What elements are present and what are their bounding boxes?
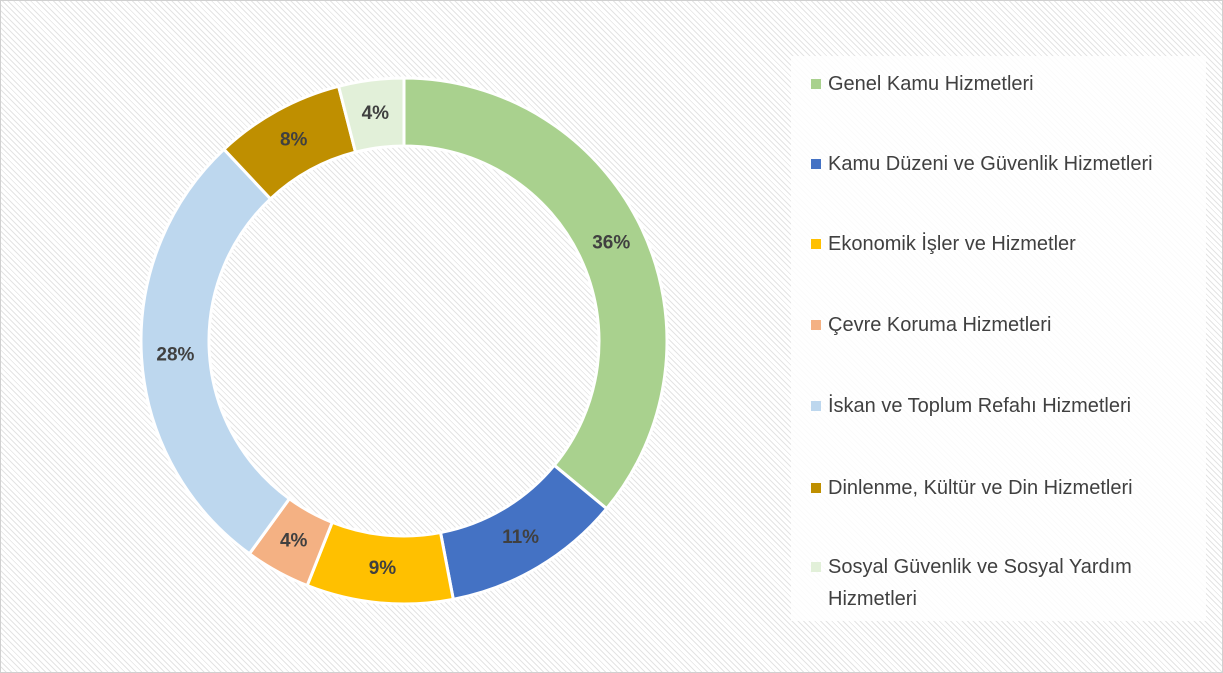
legend-swatch (811, 483, 821, 493)
legend-label: Sosyal Güvenlik ve Sosyal Yardım Hizmetl… (828, 556, 1132, 610)
legend-label: Genel Kamu Hizmetleri (828, 73, 1034, 95)
data-label: 4% (362, 103, 390, 124)
legend-label: Kamu Düzeni ve Güvenlik Hizmetleri (828, 153, 1153, 175)
legend: Genel Kamu Hizmetleri Kamu Düzeni ve Güve… (791, 56, 1206, 621)
legend-swatch (811, 159, 821, 169)
legend-entry: Genel Kamu Hizmetleri (811, 68, 1206, 100)
data-label: 28% (156, 344, 194, 365)
legend-label: Çevre Koruma Hizmetleri (828, 314, 1052, 336)
legend-entry: Kamu Düzeni ve Güvenlik Hizmetleri (811, 148, 1206, 180)
legend-entry: İskan ve Toplum Refahı Hizmetleri (811, 390, 1206, 422)
data-label: 11% (502, 527, 539, 548)
donut-slice (336, 76, 406, 154)
legend-label: İskan ve Toplum Refahı Hizmetleri (828, 395, 1132, 417)
legend-label: Ekonomik İşler ve Hizmetler (828, 233, 1076, 255)
legend-swatch (811, 562, 821, 572)
data-label: 9% (369, 558, 397, 579)
legend-swatch (811, 320, 821, 330)
legend-entry: Çevre Koruma Hizmetleri (811, 309, 1206, 341)
donut-slice (402, 76, 669, 511)
legend-entry: Dinlenme, Kültür ve Din Hizmetleri (811, 472, 1206, 504)
data-label: 4% (280, 531, 308, 552)
legend-swatch (811, 239, 821, 249)
legend-entry: Sosyal Güvenlik ve Sosyal Yardım Hizmetl… (811, 551, 1206, 615)
data-label: 36% (592, 233, 630, 254)
data-label: 8% (280, 129, 308, 150)
legend-label: Dinlenme, Kültür ve Din Hizmetleri (828, 477, 1133, 499)
donut-slice (139, 147, 292, 556)
legend-swatch (811, 79, 821, 89)
legend-entry: Ekonomik İşler ve Hizmetler (811, 228, 1206, 260)
legend-swatch (811, 401, 821, 411)
